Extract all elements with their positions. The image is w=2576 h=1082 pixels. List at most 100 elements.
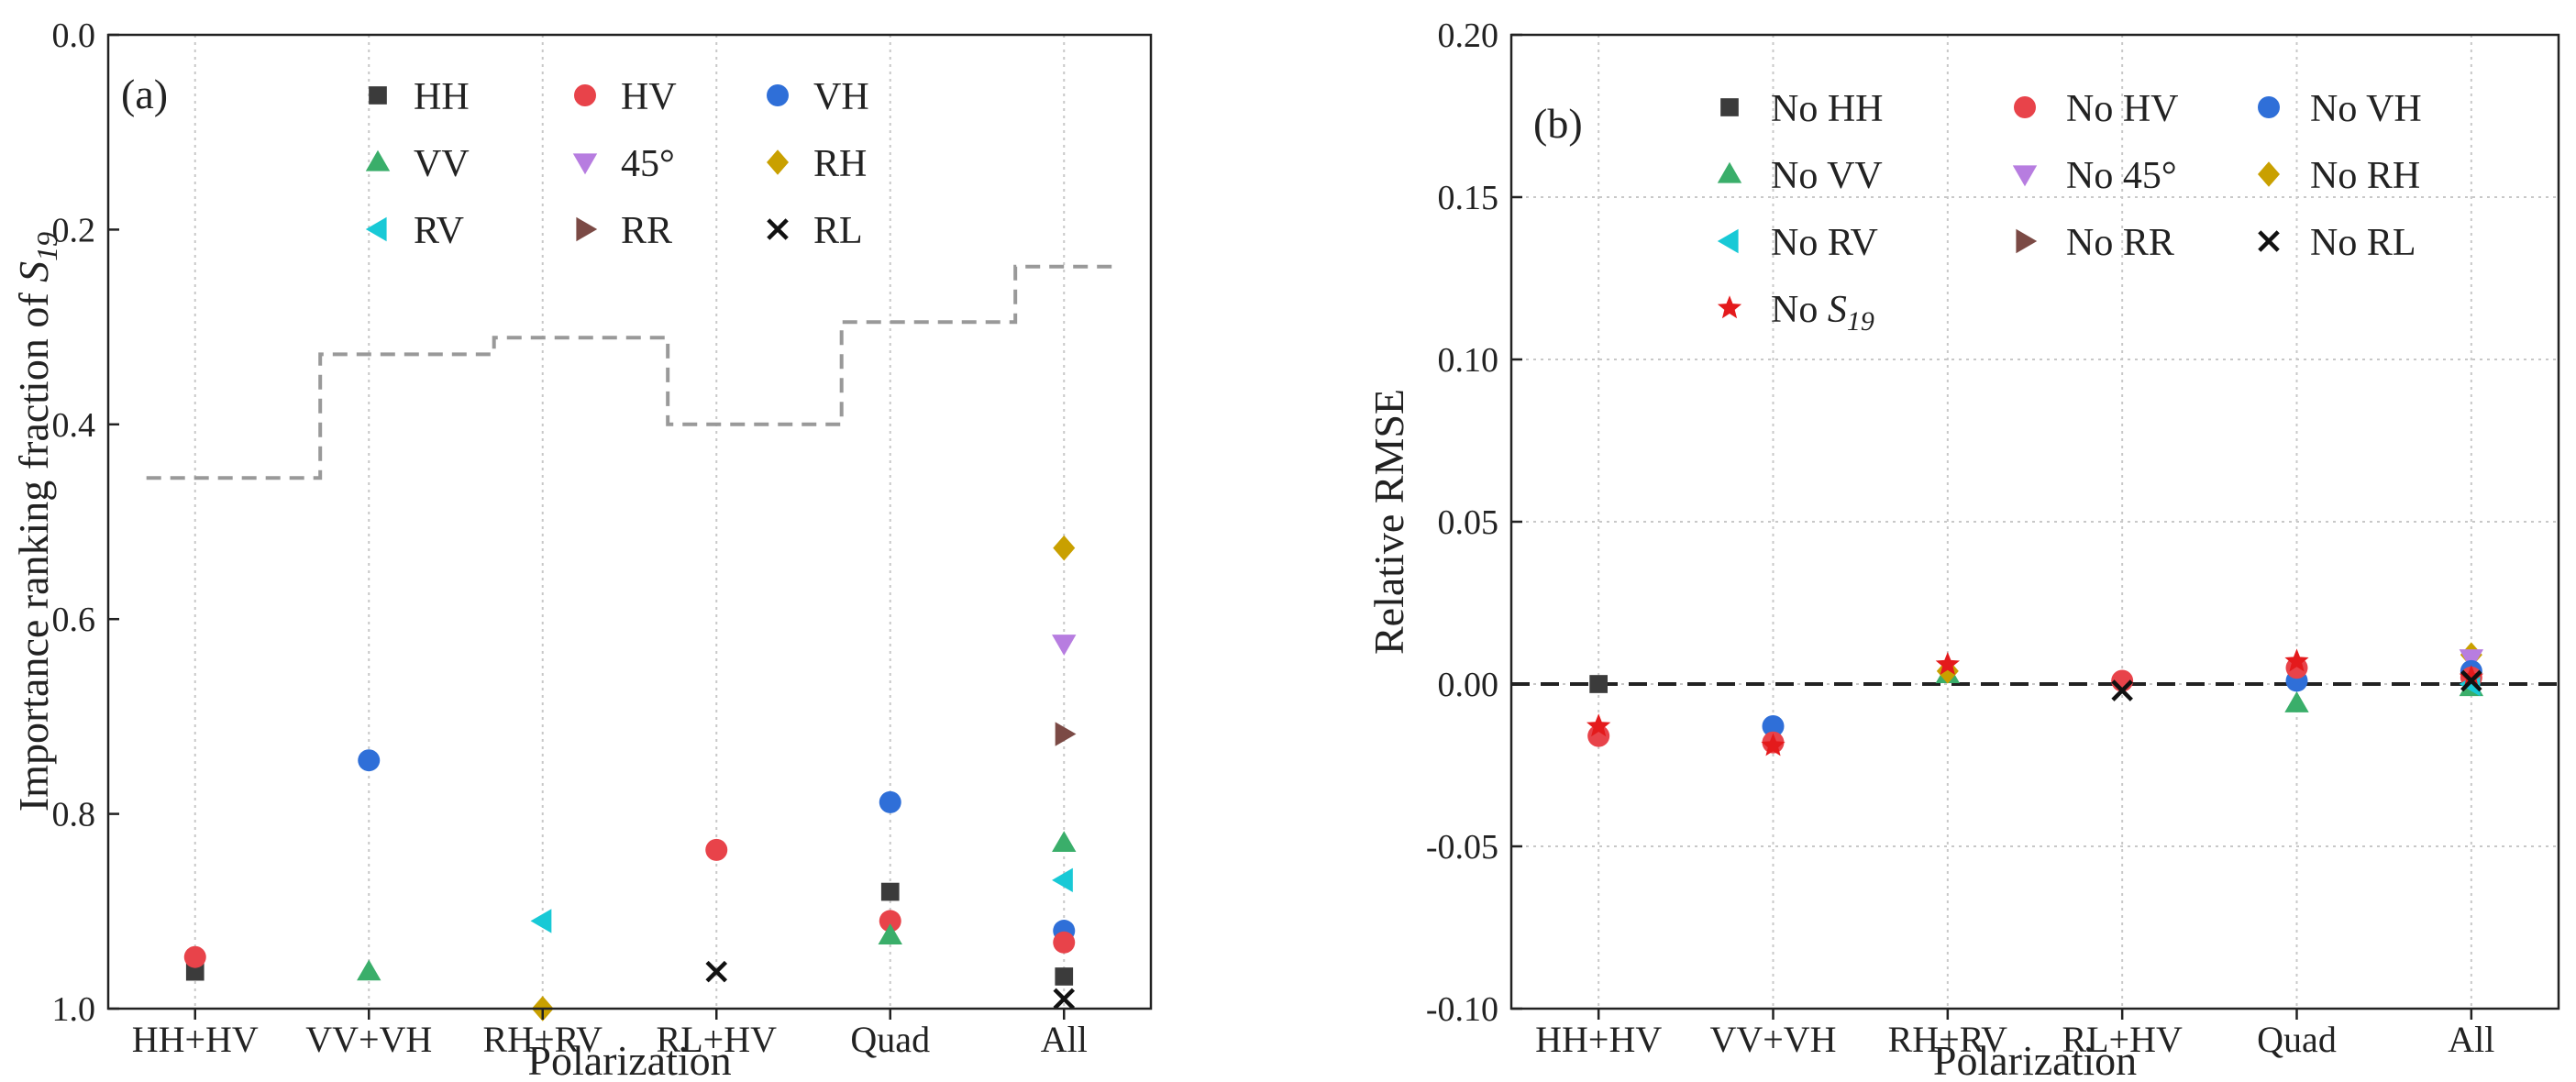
legend-marker-rh	[767, 149, 789, 175]
y-tick-label: -0.10	[1426, 990, 1498, 1029]
legend-label-text: No VH	[2310, 88, 2422, 130]
legend-label: No 45°	[2066, 155, 2177, 197]
x-tick-label: HH+HV	[132, 1019, 259, 1060]
point-hh	[1055, 967, 1074, 986]
legend-label: No VV	[1771, 155, 1883, 197]
point-vh	[1762, 715, 1785, 738]
legend-marker-hv	[574, 84, 596, 106]
point-s19	[1761, 733, 1786, 756]
x-tick-label: HH+HV	[1535, 1019, 1662, 1060]
y-tick-label: 0.6	[52, 601, 96, 639]
y-tick-label: 0.00	[1438, 666, 1499, 704]
legend-marker-s19	[1717, 295, 1742, 319]
legend-label: HH	[414, 76, 470, 118]
legend-label-symbol: S	[1828, 289, 1847, 331]
x-tick-label: VV+VH	[305, 1019, 432, 1060]
point-rv	[530, 909, 552, 933]
point-s19	[2459, 665, 2483, 689]
legend-marker-vh	[767, 84, 789, 106]
y-axis-label: Relative RMSE	[1365, 389, 1412, 655]
y-tick-label: 0.4	[52, 406, 96, 445]
legend-label: No RR	[2066, 222, 2174, 264]
point-hv	[705, 838, 728, 861]
point-vv	[878, 923, 902, 944]
x-tick-label: Quad	[850, 1019, 930, 1060]
panel-label: (a)	[121, 71, 168, 117]
point-vh	[358, 749, 381, 772]
legend-label: RR	[621, 210, 672, 252]
legend-marker-vh	[2258, 96, 2280, 118]
point-vv	[1052, 831, 1077, 853]
panel-a: 0.0 0.2 0.4 0.6 0.8 1.0 HH+HV VV+VH RH+RV RL+HV Qu…	[10, 17, 1153, 1082]
legend-label: RH	[813, 143, 867, 185]
point-s19	[2284, 648, 2309, 672]
legend-label: RV	[414, 210, 464, 252]
point-vh	[879, 790, 901, 813]
legend-label-text: No RV	[1771, 222, 1878, 264]
x-tick-label: VV+VH	[1709, 1019, 1836, 1060]
y-axis-label: Importance ranking fraction of S19	[10, 232, 63, 812]
legend-marker-hv	[2014, 96, 2036, 118]
legend-marker-rl	[767, 218, 789, 240]
legend-marker-vv	[1717, 161, 1742, 183]
legend-label: No S19	[1771, 289, 1874, 337]
legend-marker-rr	[2016, 228, 2038, 254]
legend-marker-rv	[365, 216, 387, 242]
x-tick-label: RL+HV	[657, 1019, 778, 1060]
point-rr	[1055, 722, 1077, 746]
y-tick-label: 0.05	[1438, 503, 1499, 542]
legend-label: HV	[621, 76, 677, 118]
x-tick-label: Quad	[2257, 1019, 2337, 1060]
legend-marker-45	[572, 153, 598, 175]
point-vv	[357, 959, 381, 981]
y-tick-label: 0.20	[1438, 17, 1499, 55]
point-hv	[183, 945, 206, 968]
x-tick-label: All	[1041, 1019, 1088, 1060]
point-vv	[2284, 691, 2309, 712]
point-hh	[880, 882, 900, 901]
point-rl	[2460, 669, 2482, 692]
y-tick-label: -0.05	[1426, 828, 1498, 867]
point-s19	[1935, 652, 1960, 675]
legend-marker-rl	[2258, 230, 2280, 252]
legend-marker-hh	[1720, 98, 1739, 116]
legend-marker-45	[2012, 165, 2038, 187]
legend: HH HV VH VV 45° RH RV RR RL	[365, 76, 869, 252]
legend-label-text: No VV	[1771, 155, 1883, 197]
y-axis-label-subscript: 19	[30, 232, 63, 261]
point-s19	[1587, 713, 1611, 737]
legend-label: No RH	[2310, 155, 2420, 197]
legend-label-text: No RH	[2310, 155, 2420, 197]
point-rl	[705, 960, 728, 983]
legend-label-text: No	[1771, 289, 1828, 331]
point-45	[2459, 649, 2484, 670]
legend-label: No HH	[1771, 88, 1884, 130]
legend: No HH No HV No VH No VV No 45° No RH No RV No R…	[1717, 88, 2422, 337]
y-tick-label: 0.15	[1438, 179, 1499, 217]
legend-marker-hh	[369, 86, 387, 105]
legend-label-text: No HH	[1771, 88, 1884, 130]
point-45	[1052, 635, 1077, 656]
legend-label: No RL	[2310, 222, 2416, 264]
legend-label: No HV	[2066, 88, 2179, 130]
legend-marker-vv	[365, 149, 391, 171]
plot-frame	[106, 33, 1153, 1010]
legend-marker-rr	[576, 216, 598, 242]
y-axis-label-symbol: S	[10, 261, 57, 282]
x-axis-label: Polarization	[527, 1037, 731, 1082]
y-tick-label: 0.10	[1438, 341, 1499, 380]
legend-label-text: No 45°	[2066, 155, 2177, 197]
x-tick-label: RH+RV	[1888, 1019, 2008, 1060]
panel-label: (b)	[1533, 100, 1583, 147]
step-line	[146, 264, 1113, 480]
legend-label: RL	[813, 210, 863, 252]
x-tick-label: All	[2448, 1019, 2494, 1060]
point-rh	[1053, 535, 1076, 561]
legend-label-text: No HV	[2066, 88, 2179, 130]
legend-label: VV	[414, 143, 470, 185]
y-tick-label: 0.0	[52, 17, 96, 55]
y-tick-label: 0.8	[52, 796, 96, 834]
x-axis-label: Polarization	[1933, 1037, 2137, 1082]
point-hh	[185, 962, 205, 981]
